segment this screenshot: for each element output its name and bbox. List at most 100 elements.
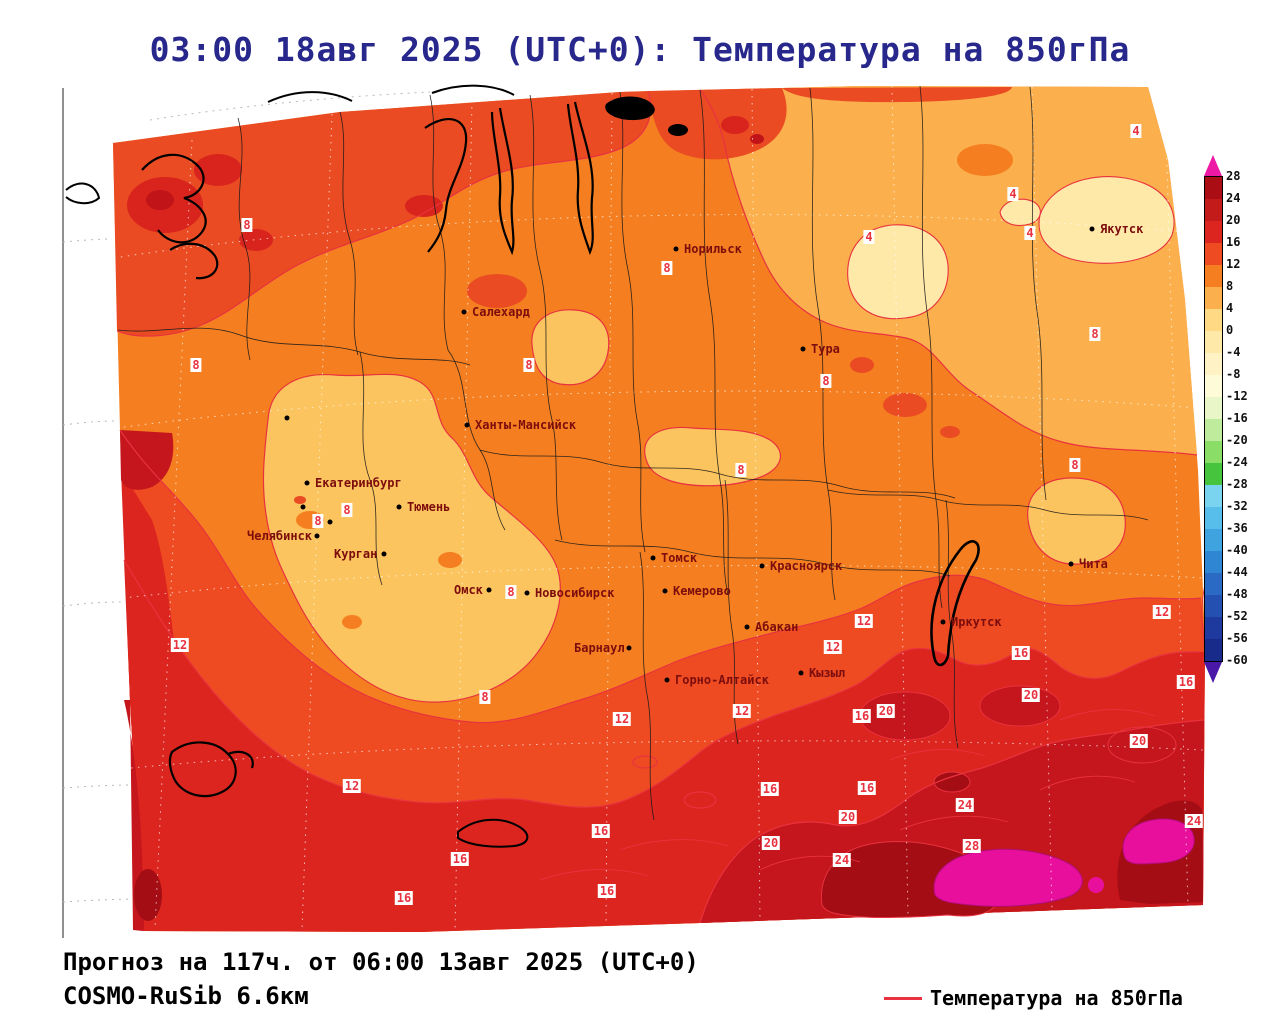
- ob-gulf: [490, 107, 515, 256]
- hot-blob: [194, 154, 242, 186]
- colorbar-cell: [1205, 265, 1222, 287]
- colorbar-cell: [1205, 419, 1222, 441]
- band-4-8-patch: [531, 309, 610, 386]
- colorbar-cell: [1205, 617, 1222, 639]
- colorbar-cell: [1205, 441, 1222, 463]
- hot-blob: [933, 771, 971, 793]
- yamal-coast: [424, 118, 468, 253]
- colorbar-tick-label: 8: [1226, 279, 1234, 293]
- small-lake: [300, 504, 306, 510]
- colorbar-tick-label: 4: [1226, 301, 1234, 315]
- hot-blob: [721, 116, 749, 134]
- band-0-4-small: [999, 198, 1041, 227]
- band-12-16-northwest: [113, 91, 651, 337]
- colorbar-tick-label: -28: [1226, 477, 1248, 491]
- warm-spot: [957, 144, 1013, 176]
- colorbar-tick-label: -48: [1226, 587, 1248, 601]
- colorbar-cell: [1205, 243, 1222, 265]
- lake-baikal: [930, 540, 980, 667]
- small-lake: [327, 519, 333, 525]
- warm-spot: [940, 426, 960, 438]
- band-20-24-west-edge: [124, 700, 144, 931]
- outer-graticule: [62, 91, 431, 903]
- colorbar-cell: [1205, 397, 1222, 419]
- band-0-4-west: [847, 224, 949, 320]
- warm-spot: [342, 615, 362, 629]
- page-title: 03:00 18авг 2025 (UTC+0): Температура на…: [149, 30, 1131, 69]
- lake-zaysan: [168, 741, 237, 798]
- colorbar-tick-label: -12: [1226, 389, 1248, 403]
- outer-coastlines: [65, 84, 515, 205]
- colorbar-tick-label: 20: [1226, 213, 1241, 227]
- colorbar-tick-label: -8: [1226, 367, 1241, 381]
- colorbar-tick-label: -4: [1226, 345, 1241, 359]
- warm-spot: [294, 496, 306, 504]
- colorbar: [1204, 176, 1223, 662]
- colorbar-cell: [1205, 353, 1222, 375]
- warm-spot: [438, 552, 462, 568]
- colorbar-tick-label: 0: [1226, 323, 1234, 337]
- warm-spot: [850, 357, 874, 373]
- colorbar-cell: [1205, 287, 1222, 309]
- forecast-info-text: Прогноз на 117ч. от 06:00 13авг 2025 (UT…: [63, 948, 699, 976]
- kanin-coast: [169, 242, 219, 280]
- temperature-field: [113, 86, 1205, 932]
- colorbar-cell: [1205, 639, 1222, 661]
- model-info-text: COSMO-RuSib 6.6км: [63, 982, 309, 1010]
- colorbar-tick-label: -60: [1226, 653, 1248, 667]
- colorbar-tick-label: -32: [1226, 499, 1248, 513]
- band-0-4-yakutsk: [1038, 176, 1175, 264]
- hot-blob: [859, 691, 951, 741]
- colorbar-arrow-up: [1204, 155, 1222, 176]
- colorbar-cell: [1205, 309, 1222, 331]
- band-12-16-topstrip: [782, 87, 1012, 103]
- colorbar-tick-labels: 28 24 20 16 12 8 4 0 -4 -8 -12 -16 -20 -24 -28 -32 -36 -4…: [1226, 169, 1270, 667]
- warm-spot: [296, 511, 324, 529]
- band-over-28: [933, 848, 1083, 907]
- hot-blob: [405, 195, 443, 217]
- hot-blob: [467, 274, 527, 308]
- hot-blob: [146, 190, 174, 210]
- band-4-8-ural: [262, 373, 561, 703]
- colorbar-tick-label: 12: [1226, 257, 1241, 271]
- colorbar-cell: [1205, 331, 1222, 353]
- hot-blob: [134, 869, 162, 921]
- hot-blob: [750, 134, 764, 144]
- colorbar-tick-label: -52: [1226, 609, 1248, 623]
- colorbar-tick-label: -36: [1226, 521, 1248, 535]
- colorbar-tick-label: -40: [1226, 543, 1248, 557]
- colorbar-tick-label: 24: [1226, 191, 1241, 205]
- colorbar-cell: [1205, 463, 1222, 485]
- arctic-island: [668, 124, 688, 136]
- colorbar-cell: [1205, 375, 1222, 397]
- band-4-8-chita: [1027, 477, 1126, 565]
- colorbar-tick-label: -24: [1226, 455, 1248, 469]
- colorbar-tick-label: 28: [1226, 169, 1241, 183]
- legend-line-sample: [884, 997, 922, 1000]
- colorbar-cell: [1205, 573, 1222, 595]
- band-over-28: [1122, 818, 1195, 865]
- colorbar-tick-label: -20: [1226, 433, 1248, 447]
- region-borders: [117, 85, 1149, 821]
- lake-arm: [227, 750, 254, 769]
- taz-gulf: [566, 101, 594, 256]
- colorbar-cell: [1205, 485, 1222, 507]
- isotherm-contours: [116, 89, 1208, 924]
- coastlines: [141, 96, 980, 848]
- band-over-28: [1088, 877, 1104, 893]
- colorbar-tick-label: -16: [1226, 411, 1248, 425]
- hot-blob: [979, 685, 1061, 727]
- colorbar-cell: [1205, 199, 1222, 221]
- colorbar-cell: [1205, 529, 1222, 551]
- arctic-island: [605, 96, 655, 121]
- colorbar-cell: [1205, 551, 1222, 573]
- inner-graticule: [113, 85, 1204, 932]
- white-sea-coast: [141, 153, 207, 244]
- colorbar-arrow-down: [1204, 662, 1222, 683]
- small-lake: [284, 415, 290, 421]
- colorbar-cell: [1205, 221, 1222, 243]
- colorbar-cell: [1205, 507, 1222, 529]
- colorbar-tick-label: 16: [1226, 235, 1241, 249]
